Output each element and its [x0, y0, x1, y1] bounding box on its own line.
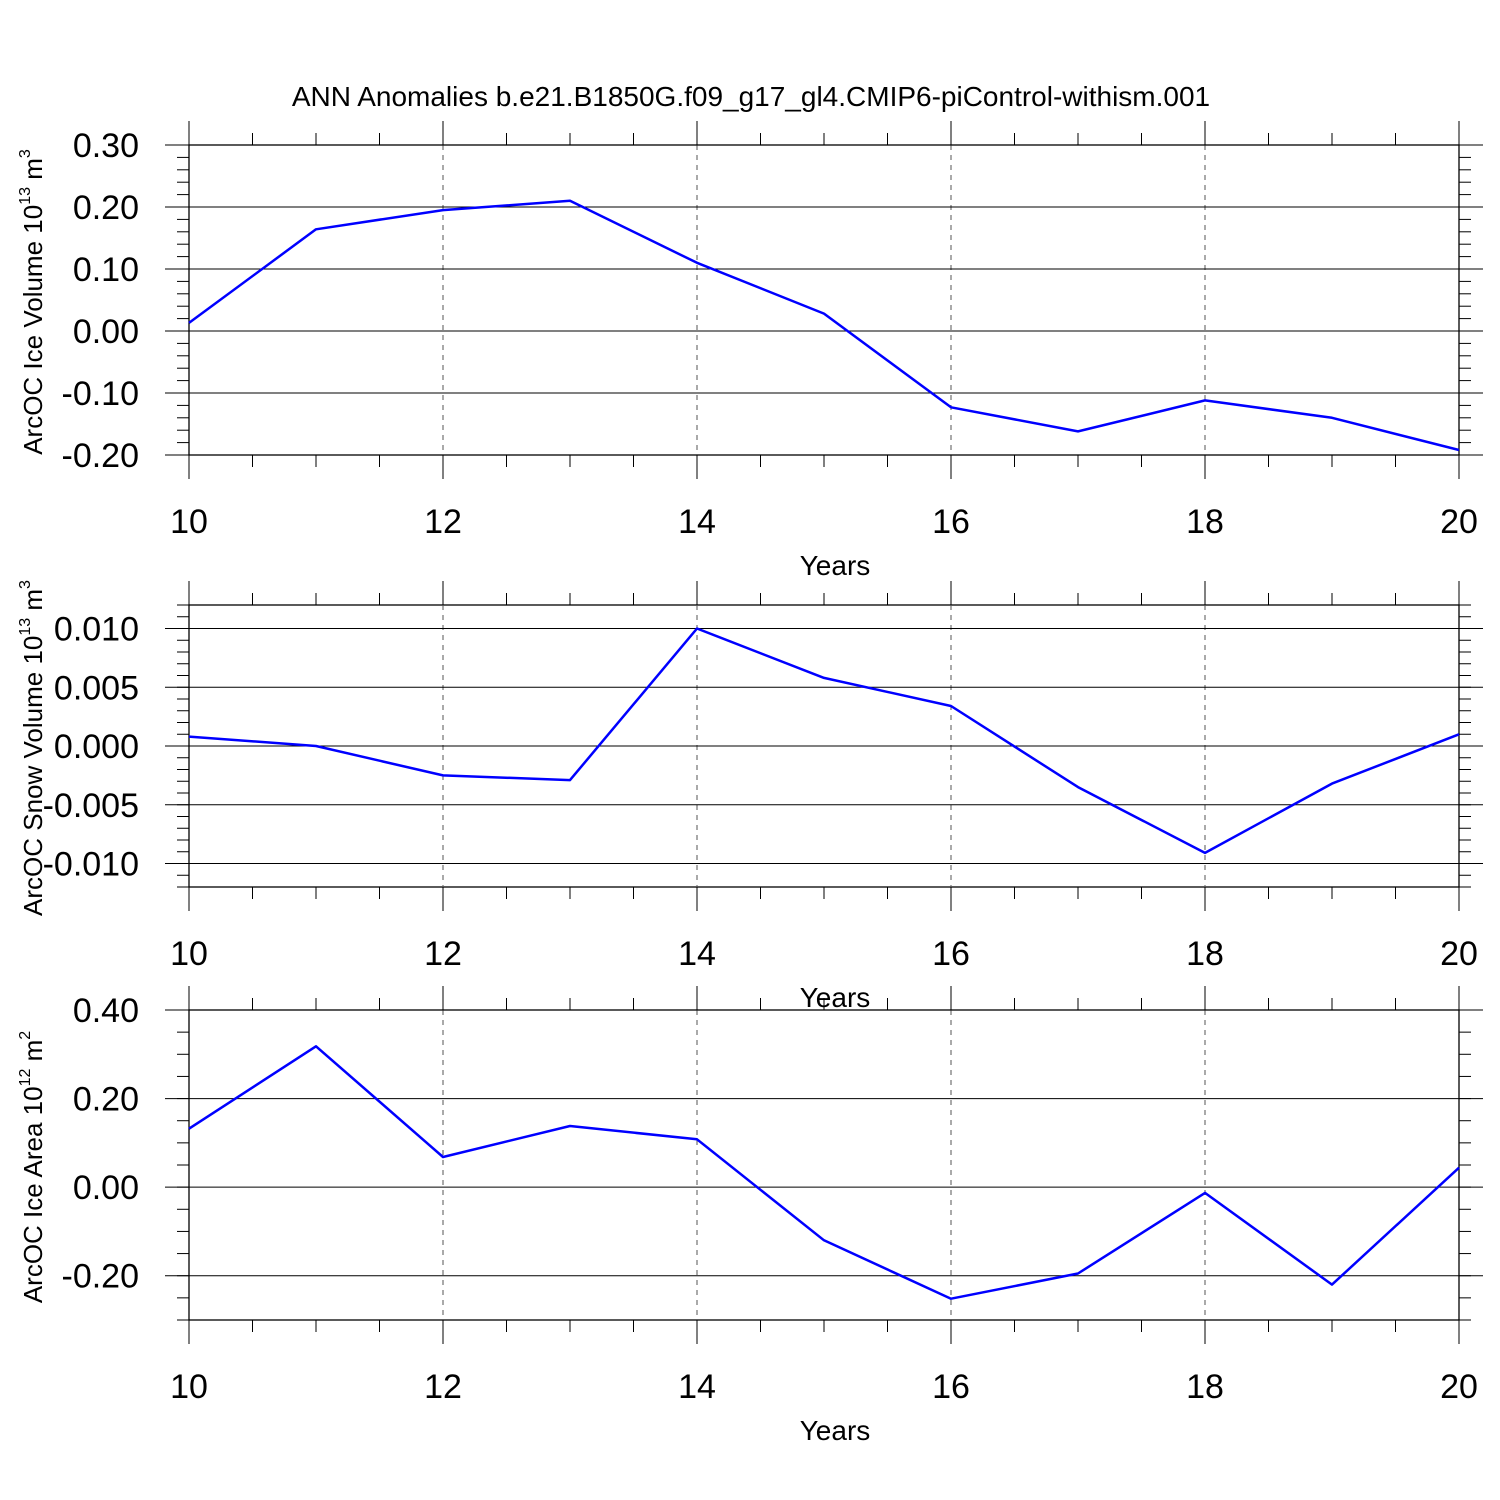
- y-tick-label: -0.10: [62, 375, 140, 413]
- x-tick-label: 16: [932, 1368, 970, 1406]
- x-tick-label: 10: [170, 503, 208, 541]
- y-tick-label: 0.40: [73, 992, 139, 1030]
- x-tick-label: 10: [170, 935, 208, 973]
- panels: -0.20 -0.10 0.00 0.10 0.20 0.30 10 12 14 16 18 20 Ye…: [17, 121, 1483, 1446]
- plot-frame: [188, 1009, 1460, 1321]
- y-axis-label: ArcOC Ice Volume 1013 m3: [17, 149, 48, 455]
- x-tick-label: 16: [932, 503, 970, 541]
- y-tick-label: 0.30: [73, 127, 139, 165]
- x-axis-label: Years: [800, 982, 871, 1013]
- y-axis-label: ArcOC Snow Volume 1013 m3: [17, 580, 48, 916]
- x-tick-label: 20: [1440, 935, 1478, 973]
- y-tick-label: 0.000: [54, 728, 139, 766]
- series-line-snow-volume: [188, 627, 1460, 855]
- y-tick-label: -0.010: [43, 846, 139, 884]
- y-axis-label: ArcOC Ice Area 1012 m2: [17, 1031, 48, 1303]
- y-tick-label: 0.10: [73, 251, 139, 289]
- x-tick-label: 12: [424, 503, 462, 541]
- panel-snow-volume: -0.010 -0.005 0.000 0.005 0.010 10 12 14 16 18 20 Y…: [17, 580, 1483, 1013]
- y-tick-label: 0.20: [73, 189, 139, 227]
- x-tick-label: 20: [1440, 1368, 1478, 1406]
- y-tick-label: -0.20: [62, 1258, 140, 1296]
- x-tick-label: 12: [424, 935, 462, 973]
- series-line-ice-volume: [188, 199, 1460, 452]
- x-tick-label: 14: [678, 935, 716, 973]
- y-tick-label: -0.20: [62, 437, 140, 475]
- y-tick-label: -0.005: [43, 787, 139, 825]
- x-tick-label: 16: [932, 935, 970, 973]
- y-tick-label: 0.010: [54, 611, 139, 649]
- x-tick-label: 10: [170, 1368, 208, 1406]
- panel-ice-area: -0.20 0.00 0.20 0.40 10 12 14 16 18 20 Years ArcOC …: [17, 986, 1483, 1446]
- x-tick-label: 18: [1186, 503, 1224, 541]
- panel-ice-volume: -0.20 -0.10 0.00 0.10 0.20 0.30 10 12 14 16 18 20 Ye…: [17, 121, 1483, 581]
- x-tick-label: 18: [1186, 935, 1224, 973]
- y-tick-label: 0.005: [54, 669, 139, 707]
- x-tick-label: 12: [424, 1368, 462, 1406]
- x-tick-label: 14: [678, 1368, 716, 1406]
- chart-title: ANN Anomalies b.e21.B1850G.f09_g17_gl4.C…: [292, 81, 1210, 112]
- y-tick-label: 0.00: [73, 313, 139, 351]
- series-line-ice-area: [188, 1045, 1460, 1300]
- y-tick-label: 0.00: [73, 1169, 139, 1207]
- x-axis-label: Years: [800, 550, 871, 581]
- x-tick-label: 20: [1440, 503, 1478, 541]
- x-tick-label: 18: [1186, 1368, 1224, 1406]
- x-tick-label: 14: [678, 503, 716, 541]
- y-tick-label: 0.20: [73, 1081, 139, 1119]
- x-axis-label: Years: [800, 1415, 871, 1446]
